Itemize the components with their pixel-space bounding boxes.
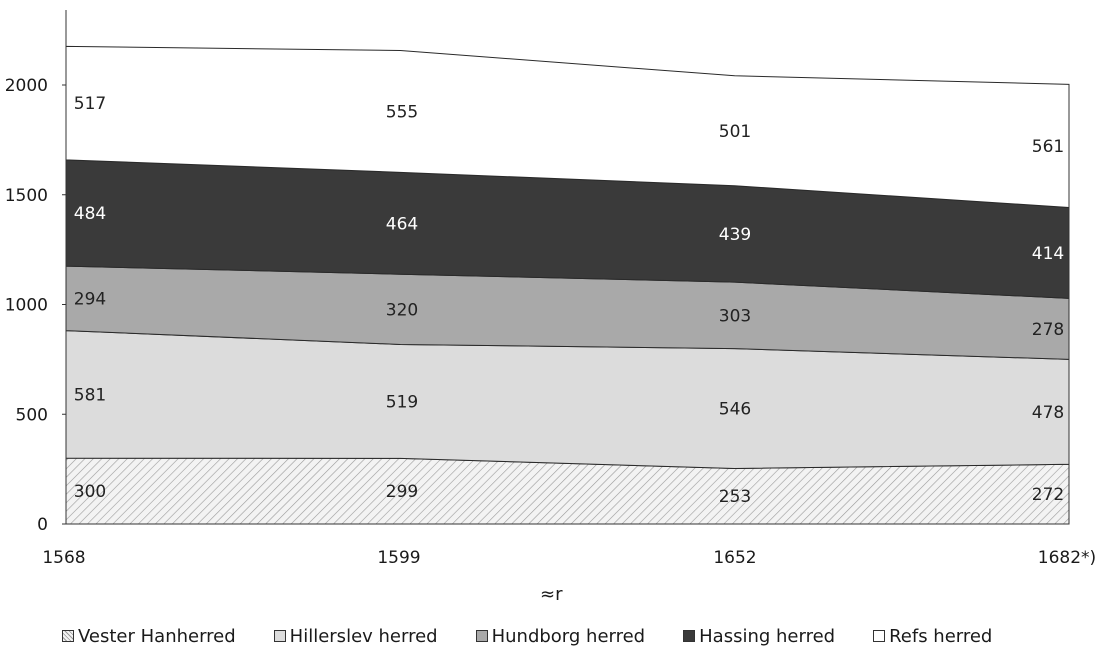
- data-label: 517: [74, 94, 106, 114]
- data-label: 300: [74, 482, 106, 502]
- legend-item: Hundborg herred: [475, 624, 646, 648]
- data-label: 484: [74, 204, 106, 224]
- axes: 0 500 1000 1500 2000 1568 1599 1652 1682*): [5, 10, 1096, 568]
- y-tick-label: 500: [16, 405, 48, 425]
- data-labels: 300 299 253 272 581 519 546 478 294 320 303 278 484 4…: [74, 94, 1064, 507]
- legend-item: Hillerslev herred: [273, 624, 438, 648]
- data-label: 294: [74, 289, 106, 309]
- data-label: 464: [386, 214, 418, 234]
- legend-item: Refs herred: [873, 624, 992, 648]
- legend-swatch: [873, 630, 886, 642]
- y-tick-label: 0: [37, 515, 48, 535]
- x-tick-label: 1568: [42, 548, 85, 568]
- legend-label: Hassing herred: [699, 625, 836, 647]
- legend-swatch: [273, 630, 286, 642]
- legend-item: Vester Hanherred: [62, 624, 236, 648]
- data-label: 581: [74, 385, 106, 405]
- series-areas: [65, 45, 1070, 525]
- data-label: 272: [1032, 485, 1064, 505]
- y-tick-label: 1500: [5, 186, 48, 206]
- x-axis-label: ≈r: [540, 584, 563, 605]
- legend-label: Hillerslev herred: [289, 625, 438, 647]
- data-label: 519: [386, 392, 418, 412]
- legend: Vester Hanherred Hillerslev herred Hundbor…: [62, 624, 1102, 648]
- data-label: 278: [1032, 320, 1064, 340]
- x-tick-label: 1652: [713, 548, 756, 568]
- legend-label: Vester Hanherred: [78, 625, 236, 647]
- x-tick-label: 1682*): [1038, 548, 1096, 568]
- legend-item: Hassing herred: [683, 624, 835, 648]
- data-label: 303: [719, 306, 751, 326]
- data-label: 555: [386, 102, 418, 122]
- legend-label: Refs herred: [889, 625, 993, 647]
- y-tick-label: 2000: [5, 76, 48, 96]
- area-vester-hanherred: [65, 457, 1070, 525]
- legend-label: Hundborg herred: [491, 625, 646, 647]
- data-label: 320: [386, 300, 418, 320]
- data-label: 253: [719, 487, 751, 507]
- legend-swatch: [683, 630, 696, 642]
- data-label: 501: [719, 122, 751, 142]
- data-label: 561: [1032, 137, 1064, 157]
- y-tick-label: 1000: [5, 296, 48, 316]
- x-tick-label: 1599: [377, 548, 420, 568]
- legend-swatch: [475, 630, 488, 642]
- data-label: 299: [386, 482, 418, 502]
- data-label: 439: [719, 225, 751, 245]
- data-label: 414: [1032, 244, 1064, 264]
- legend-swatch: [62, 630, 74, 642]
- data-label: 478: [1032, 403, 1064, 423]
- data-label: 546: [719, 400, 751, 420]
